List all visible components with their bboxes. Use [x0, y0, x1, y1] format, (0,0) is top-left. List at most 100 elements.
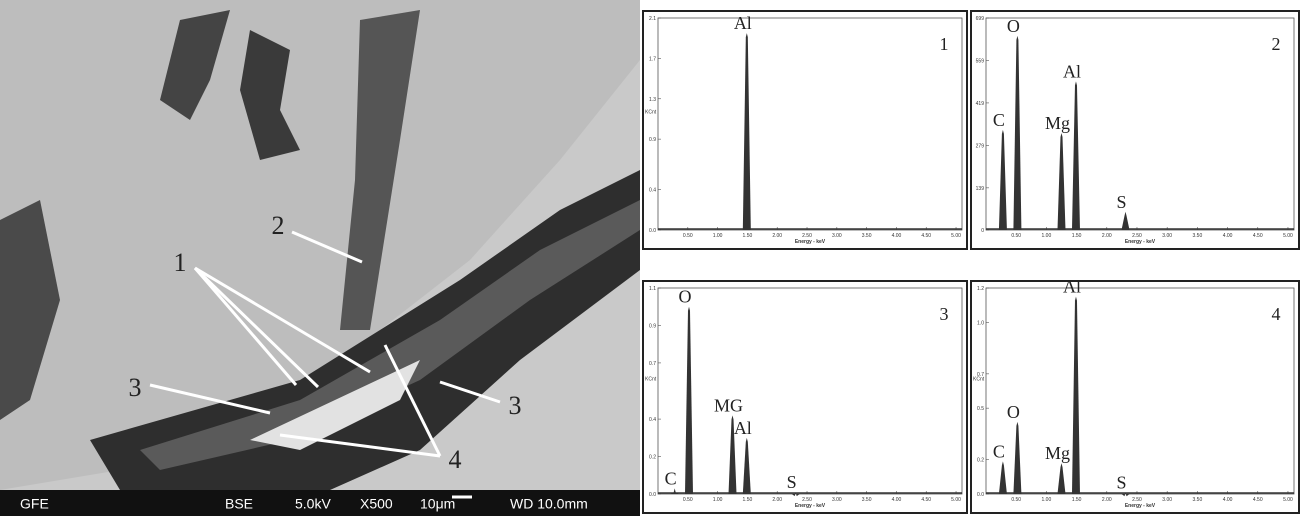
x-tick-label: 1.50	[1072, 497, 1082, 503]
x-tick-label: 2.00	[772, 497, 782, 503]
x-tick-label: 4.50	[1253, 233, 1263, 239]
x-tick-label: 0.50	[1011, 497, 1021, 503]
y-tick-label: 0.9	[649, 137, 656, 143]
peak-label: S	[1116, 192, 1126, 212]
info-text: 5.0kV	[295, 496, 331, 512]
x-tick-label: 4.00	[892, 233, 902, 239]
figure: 1 2 3 3 4 GFE BSE 5.0kV X500 10μm WD 10.0mm 0.0 0.4 0…	[0, 0, 1302, 516]
peak-label: S	[1116, 472, 1126, 492]
y-tick-label: 279	[976, 143, 985, 149]
x-tick-label: 2.00	[772, 233, 782, 239]
x-tick-label: 3.50	[862, 233, 872, 239]
peak-label: S	[787, 472, 797, 492]
y-tick-label: 1.1	[649, 286, 656, 292]
panel-number: 2	[1272, 34, 1281, 54]
y-tick-label: 0.0	[649, 228, 656, 234]
x-axis-label: Energy - keV	[1125, 503, 1156, 509]
sem-label: 1	[174, 248, 187, 277]
sem-label: 3	[129, 373, 142, 402]
x-tick-label: 0.50	[683, 497, 693, 503]
y-tick-label: 0.2	[977, 458, 984, 464]
peak-label: O	[1007, 16, 1020, 36]
info-text: WD 10.0mm	[510, 496, 588, 512]
x-tick-label: 0.50	[1011, 233, 1021, 239]
y-tick-label: 0.7	[649, 361, 656, 367]
x-tick-label: 4.50	[1253, 497, 1263, 503]
peak-label: Al	[734, 418, 752, 438]
x-tick-label: 5.00	[951, 233, 961, 239]
x-tick-label: 4.00	[1223, 497, 1233, 503]
x-tick-label: 1.00	[1042, 497, 1052, 503]
sem-label: 3	[509, 391, 522, 420]
x-tick-label: 3.00	[832, 233, 842, 239]
x-axis-label: Energy - keV	[795, 239, 826, 245]
x-tick-label: 5.00	[1283, 497, 1293, 503]
y-tick-label: 0.0	[977, 492, 984, 498]
y-tick-label: 2.1	[649, 16, 656, 22]
x-tick-label: 3.00	[1162, 233, 1172, 239]
y-tick-label: 0.4	[649, 417, 656, 423]
peak-label: Al	[734, 13, 752, 33]
sem-label: 4	[449, 445, 462, 474]
x-tick-label: 1.00	[713, 497, 723, 503]
x-tick-label: 3.50	[1193, 233, 1203, 239]
x-tick-label: 1.50	[743, 497, 753, 503]
y-tick-label: 1.7	[649, 56, 656, 62]
x-tick-label: 1.50	[743, 233, 753, 239]
peak-label: C	[993, 441, 1005, 461]
peak-label: Mg	[1045, 113, 1070, 133]
y-tick-label: 0.5	[977, 406, 984, 412]
info-text: 10μm	[420, 496, 455, 512]
x-tick-label: 2.00	[1102, 497, 1112, 503]
y-tick-label: 699	[976, 16, 985, 22]
panel-frame	[643, 11, 967, 249]
x-tick-label: 3.00	[832, 497, 842, 503]
peak-label: Al	[1063, 277, 1081, 297]
panel-number: 4	[1272, 304, 1281, 324]
y-tick-label: 139	[976, 186, 985, 192]
x-tick-label: 4.00	[1223, 233, 1233, 239]
x-tick-label: 4.50	[921, 497, 931, 503]
peak-label: C	[665, 468, 677, 488]
panel-number: 1	[940, 34, 949, 54]
y-tick-label: 0.9	[649, 323, 656, 329]
x-tick-label: 0.50	[683, 233, 693, 239]
x-tick-label: 1.00	[1042, 233, 1052, 239]
x-tick-label: 3.50	[862, 497, 872, 503]
y-tick-label: 0	[981, 228, 984, 234]
y-tick-label: 1.3	[649, 97, 656, 103]
x-tick-label: 2.00	[1102, 233, 1112, 239]
x-tick-label: 3.00	[1162, 497, 1172, 503]
peak-label: O	[1007, 402, 1020, 422]
y-tick-label: 0.2	[649, 455, 656, 461]
peak-label: O	[678, 287, 691, 307]
panel-number: 3	[940, 304, 949, 324]
x-tick-label: 5.00	[1283, 233, 1293, 239]
x-tick-label: 3.50	[1193, 497, 1203, 503]
info-text: BSE	[225, 496, 253, 512]
x-tick-label: 1.00	[713, 233, 723, 239]
x-axis-label: Energy - keV	[795, 503, 826, 509]
y-tick-label: 419	[976, 101, 985, 107]
info-text: GFE	[20, 496, 49, 512]
x-tick-label: 4.00	[892, 497, 902, 503]
y-tick-label: 1.2	[977, 286, 984, 292]
peak-label: Al	[1063, 61, 1081, 81]
y-axis-label: KCnt	[973, 377, 985, 383]
peak-label: MG	[714, 395, 743, 415]
y-tick-label: 559	[976, 58, 985, 64]
sem-label: 2	[272, 211, 285, 240]
y-tick-label: 0.4	[649, 188, 656, 194]
x-tick-label: 5.00	[951, 497, 961, 503]
x-tick-label: 4.50	[921, 233, 931, 239]
x-tick-label: 1.50	[1072, 233, 1082, 239]
y-tick-label: 0.0	[649, 492, 656, 498]
y-axis-label: KCnt	[645, 377, 657, 383]
y-axis-label: KCnt	[645, 109, 657, 115]
y-tick-label: 1.0	[977, 320, 984, 326]
peak-label: Mg	[1045, 443, 1070, 463]
peak-label: C	[993, 110, 1005, 130]
info-text: X500	[360, 496, 393, 512]
x-axis-label: Energy - keV	[1125, 239, 1156, 245]
sem-image	[0, 0, 640, 516]
